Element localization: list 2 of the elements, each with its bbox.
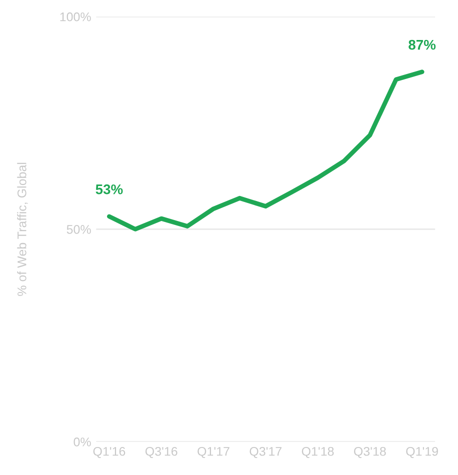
data-label: 87% <box>408 40 436 50</box>
data-label: 53% <box>96 184 123 194</box>
